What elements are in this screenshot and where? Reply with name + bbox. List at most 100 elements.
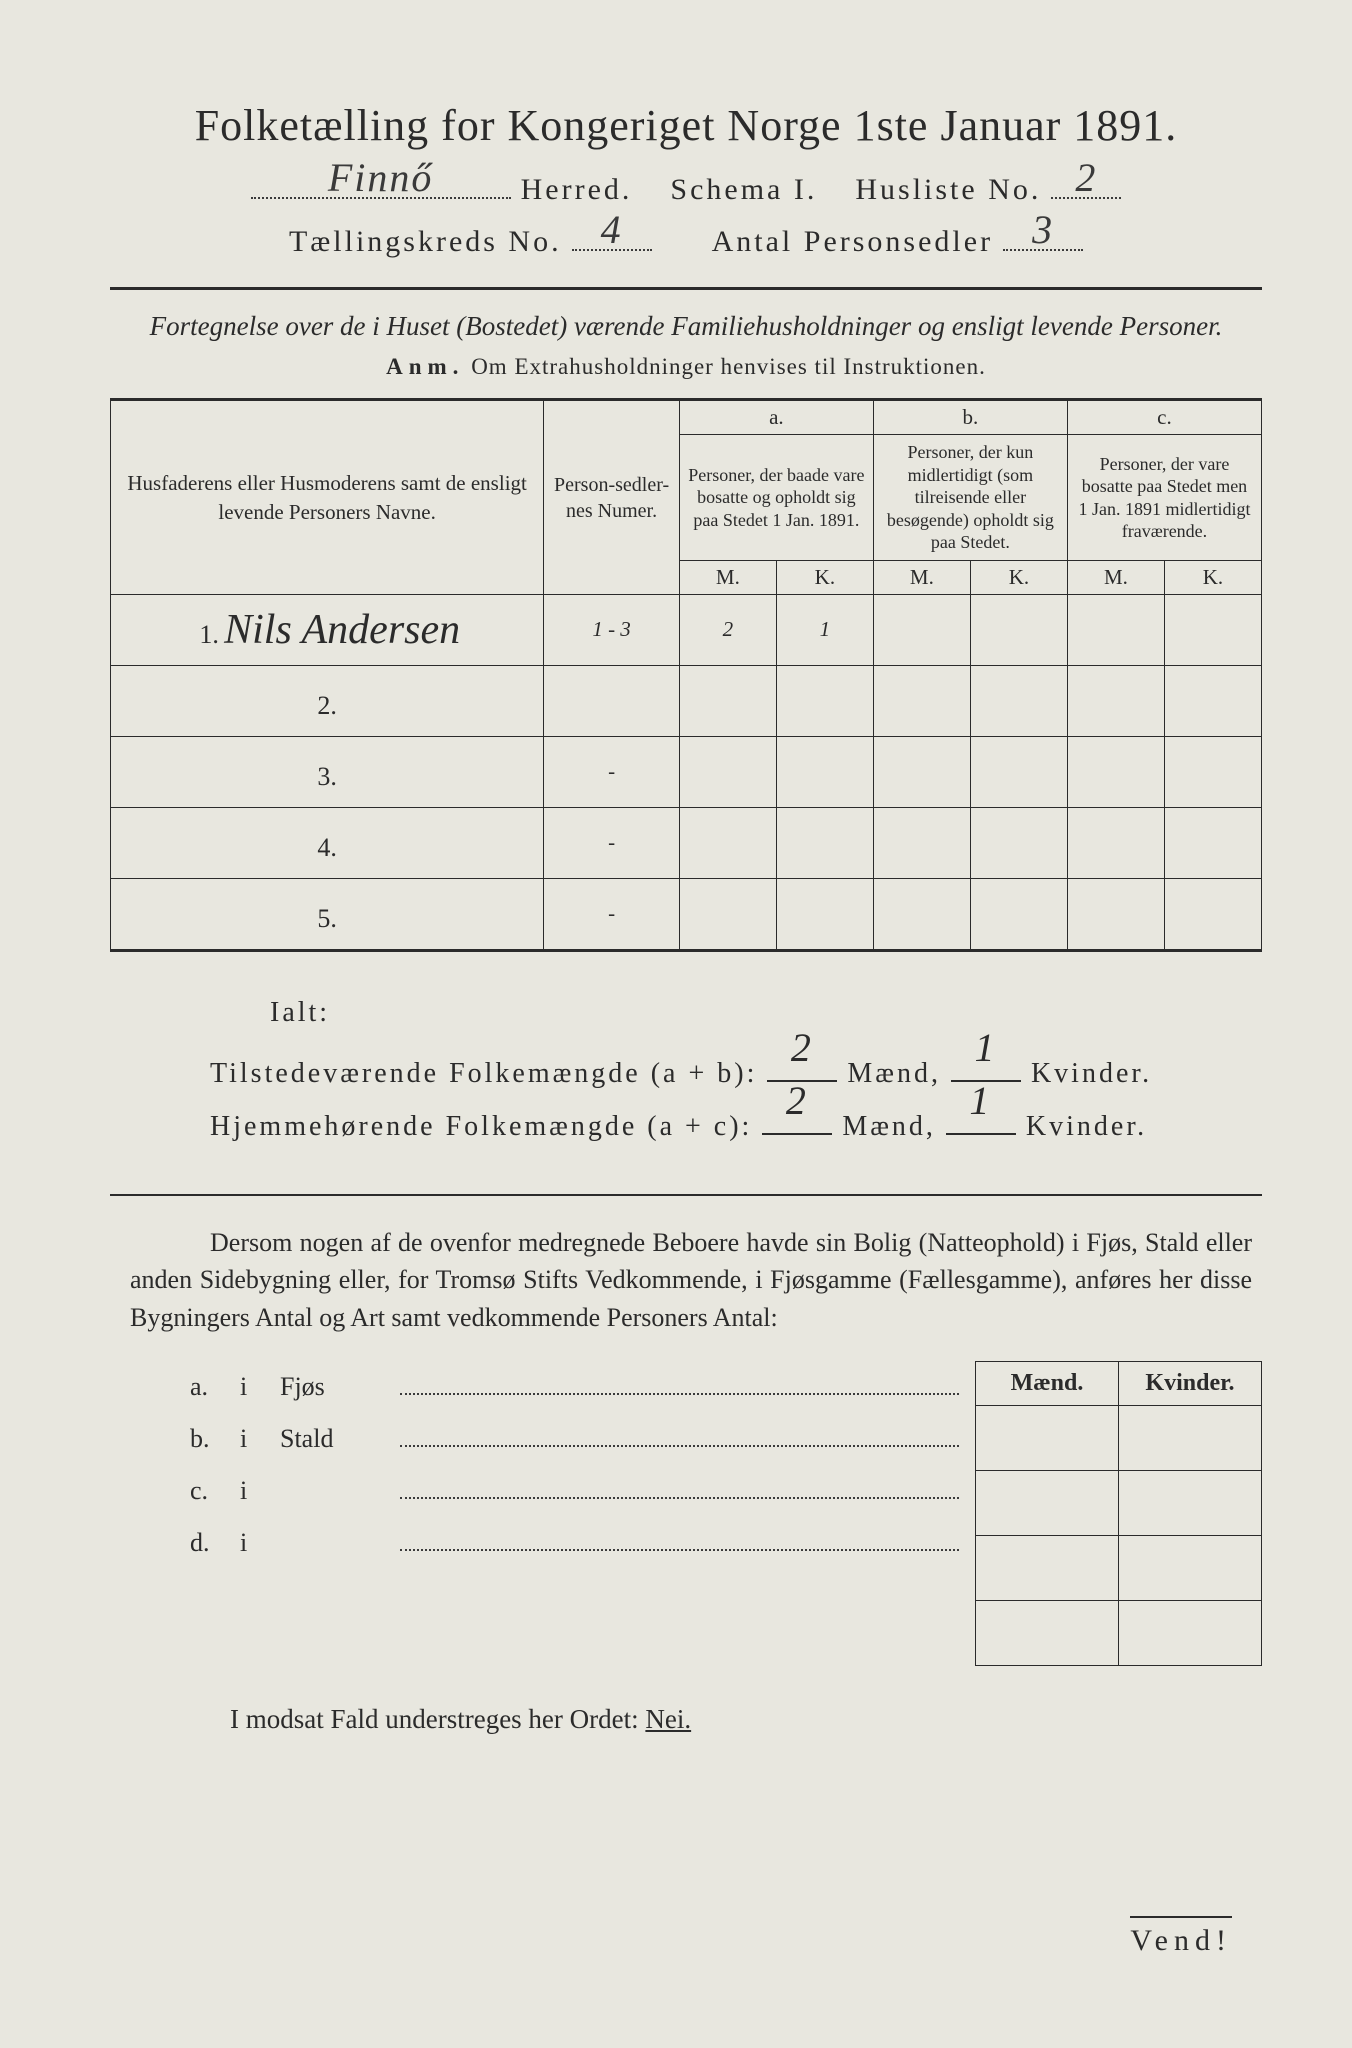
anm-text: Om Extrahusholdninger henvises til Instr… [471, 354, 986, 379]
herred-label: Herred. [521, 173, 633, 207]
building-paragraph: Dersom nogen af de ovenfor medregnede Be… [130, 1224, 1252, 1337]
table-row-b-k [970, 594, 1067, 665]
table-row-c-m [1067, 665, 1164, 736]
building-block: a.iFjøsb.iStaldc.id.i Mænd. Kvinder. [190, 1361, 1262, 1666]
table-row-a-k [776, 736, 873, 807]
table-row-name: 4. [111, 807, 544, 878]
nei-text: I modsat Fald understreges her Ordet: [230, 1704, 639, 1734]
hjemme-label: Hjemmehørende Folkemængde (a + c): [210, 1111, 752, 1142]
husliste-label: Husliste No. [855, 173, 1041, 207]
building-row: c.i [190, 1465, 959, 1517]
main-table: Husfaderens eller Husmoderens samt de en… [110, 398, 1262, 952]
table-row-c-k [1164, 807, 1261, 878]
table-row-a-m [679, 736, 776, 807]
hjemme-m-field: 2 [762, 1103, 832, 1135]
antal-value: 3 [1032, 206, 1054, 253]
census-form-page: Folketælling for Kongeriget Norge 1ste J… [0, 0, 1352, 2048]
table-row-name: 1.Nils Andersen [111, 594, 544, 665]
building-i: i [240, 1413, 280, 1465]
building-lab: b. [190, 1413, 240, 1465]
kvinder-label-1: Kvinder. [1031, 1058, 1152, 1089]
col-b-m: M. [873, 560, 970, 594]
mk-b-k [1119, 1470, 1262, 1535]
building-i: i [240, 1517, 280, 1569]
table-row-numer: 1 - 3 [544, 594, 680, 665]
table-row-numer: - [544, 736, 680, 807]
divider-2 [110, 1194, 1262, 1196]
hjemme-k-field: 1 [946, 1103, 1016, 1135]
vend-label: Vend! [1130, 1916, 1232, 1958]
table-row-a-m: 2 [679, 594, 776, 665]
table-row-b-m [873, 594, 970, 665]
table-row-b-k [970, 736, 1067, 807]
building-lab: c. [190, 1465, 240, 1517]
building-dots [400, 1489, 959, 1499]
nei-line: I modsat Fald understreges her Ordet: Ne… [230, 1704, 1262, 1735]
table-row-c-k [1164, 878, 1261, 950]
col-b-text: Personer, der kun midlertidigt (som tilr… [873, 435, 1067, 561]
col-c-k: K. [1164, 560, 1261, 594]
header-line-1: Finnő Herred. Schema I. Husliste No. 2 [110, 169, 1262, 207]
table-row-c-m [1067, 736, 1164, 807]
kreds-label: Tællingskreds No. [289, 225, 562, 259]
mk-b-m [976, 1470, 1119, 1535]
mk-d-m [976, 1600, 1119, 1665]
table-row-name: 2. [111, 665, 544, 736]
mk-c-m [976, 1535, 1119, 1600]
table-row-b-m [873, 807, 970, 878]
col-b-k: K. [970, 560, 1067, 594]
nei-word: Nei. [645, 1704, 691, 1734]
col-a-label: a. [679, 400, 873, 435]
schema-label: Schema I. [670, 173, 817, 207]
col-c-text: Personer, der vare bosatte paa Stedet me… [1067, 435, 1261, 561]
table-row-numer [544, 665, 680, 736]
building-type: Stald [280, 1413, 400, 1465]
herred-value: Finnő [328, 154, 434, 201]
husliste-value: 2 [1075, 154, 1097, 201]
table-row-c-m [1067, 807, 1164, 878]
col-c-m: M. [1067, 560, 1164, 594]
subtitle: Fortegnelse over de i Huset (Bostedet) v… [110, 308, 1262, 344]
col-b-label: b. [873, 400, 1067, 435]
mk-a-m [976, 1405, 1119, 1470]
table-row-c-m [1067, 594, 1164, 665]
building-list: a.iFjøsb.iStaldc.id.i [190, 1361, 959, 1666]
table-row-c-m [1067, 878, 1164, 950]
table-row-numer: - [544, 807, 680, 878]
building-lab: a. [190, 1361, 240, 1413]
mk-kvinder: Kvinder. [1119, 1361, 1262, 1405]
col-c-label: c. [1067, 400, 1261, 435]
table-row-name: 3. [111, 736, 544, 807]
col-a-k: K. [776, 560, 873, 594]
table-row-a-k [776, 807, 873, 878]
building-i: i [240, 1465, 280, 1517]
table-row-a-k: 1 [776, 594, 873, 665]
divider-1 [110, 287, 1262, 290]
maend-label-2: Mænd, [842, 1111, 936, 1142]
kvinder-label-2: Kvinder. [1026, 1111, 1147, 1142]
table-row-b-k [970, 878, 1067, 950]
table-row-a-k [776, 665, 873, 736]
kreds-value: 4 [601, 206, 623, 253]
building-row: d.i [190, 1517, 959, 1569]
husliste-field: 2 [1051, 169, 1121, 199]
maend-label-1: Mænd, [847, 1058, 941, 1089]
table-row-c-k [1164, 736, 1261, 807]
hjemme-row: Hjemmehørende Folkemængde (a + c): 2 Mæn… [210, 1100, 1262, 1153]
table-row-c-k [1164, 665, 1261, 736]
table-row-a-m [679, 807, 776, 878]
table-row-b-m [873, 878, 970, 950]
table-row-b-m [873, 665, 970, 736]
table-row-a-m [679, 665, 776, 736]
building-i: i [240, 1361, 280, 1413]
table-row-c-k [1164, 594, 1261, 665]
totals-block: Ialt: Tilstedeværende Folkemængde (a + b… [210, 986, 1262, 1154]
table-row-b-k [970, 807, 1067, 878]
building-dots [400, 1437, 959, 1447]
building-row: b.iStald [190, 1413, 959, 1465]
col-a-text: Personer, der baade vare bosatte og opho… [679, 435, 873, 561]
page-title: Folketælling for Kongeriget Norge 1ste J… [110, 100, 1262, 151]
header-line-2: Tællingskreds No. 4 Antal Personsedler 3 [110, 221, 1262, 259]
building-type: Fjøs [280, 1361, 400, 1413]
table-row-b-k [970, 665, 1067, 736]
